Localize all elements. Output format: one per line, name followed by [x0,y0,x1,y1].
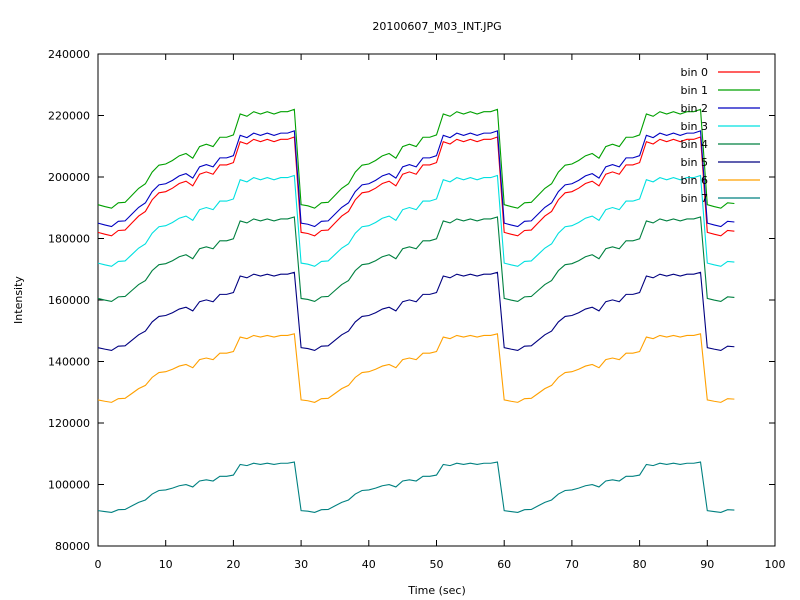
y-tick-label: 200000 [48,171,90,184]
series-line-bin-1 [97,108,735,209]
series-line-bin-6 [97,333,735,403]
y-tick-label: 180000 [48,233,90,246]
x-tick-label: 10 [159,558,173,571]
legend-label-bin-0: bin 0 [680,66,708,79]
y-tick-label: 120000 [48,417,90,430]
x-tick-label: 60 [497,558,511,571]
plot-frame [97,53,776,547]
series-line-bin-7 [97,461,735,513]
x-axis-label: Time (sec) [407,584,466,597]
y-tick-label: 140000 [48,356,90,369]
legend-label-bin-7: bin 7 [680,192,708,205]
y-tick-label: 160000 [48,294,90,307]
x-tick-label: 70 [565,558,579,571]
x-tick-label: 100 [765,558,786,571]
legend-label-bin-5: bin 5 [680,156,708,169]
y-tick-label: 80000 [55,540,90,553]
x-tick-label: 90 [700,558,714,571]
y-tick-label: 100000 [48,479,90,492]
y-tick-label: 240000 [48,48,90,61]
series-line-bin-4 [97,216,735,303]
legend-label-bin-6: bin 6 [680,174,708,187]
x-tick-label: 30 [294,558,308,571]
series-line-bin-3 [97,174,735,267]
legend-label-bin-3: bin 3 [680,120,708,133]
series-line-bin-2 [97,130,735,228]
series-layer [97,108,735,513]
legend-label-bin-1: bin 1 [680,84,708,97]
x-tick-label: 20 [226,558,240,571]
x-tick-label: 80 [633,558,647,571]
x-tick-label: 50 [430,558,444,571]
series-line-bin-5 [97,271,735,352]
legend-label-bin-2: bin 2 [680,102,708,115]
series-line-bin-0 [97,136,735,237]
x-tick-label: 40 [362,558,376,571]
chart-title: 20100607_M03_INT.JPG [372,20,501,33]
legend-label-bin-4: bin 4 [680,138,708,151]
legend: bin 0 bin 1 bin 2 bin 3 bin 4 bin 5 bin 6 bin 7 [680,66,760,205]
y-axis-label: Intensity [12,276,25,324]
x-tick-label: 0 [95,558,102,571]
y-tick-label: 220000 [48,110,90,123]
axes: 0 10 20 30 40 50 60 70 80 90 100 80000 100000 120000 1… [48,48,786,571]
